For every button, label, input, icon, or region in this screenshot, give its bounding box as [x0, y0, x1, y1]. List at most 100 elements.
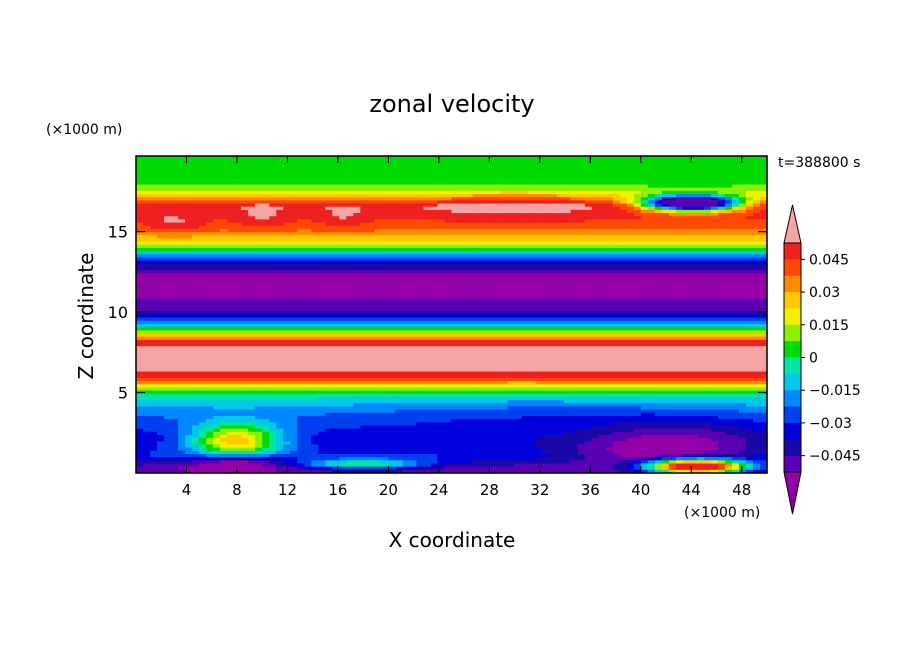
contour-cell [332, 295, 340, 300]
contour-cell [185, 162, 193, 167]
contour-cell [703, 216, 712, 220]
contour-cell [346, 292, 354, 297]
contour-cell [451, 197, 460, 201]
contour-cell [633, 263, 642, 268]
contour-cell [185, 175, 193, 179]
contour-cell [395, 206, 404, 211]
contour-cell [479, 219, 488, 224]
contour-cell [500, 171, 509, 176]
contour-cell [325, 257, 333, 262]
contour-cell [192, 232, 200, 236]
contour-cell [423, 273, 432, 278]
contour-cell [626, 279, 635, 284]
contour-cell [290, 162, 298, 167]
contour-cell [304, 162, 312, 167]
contour-cell [584, 244, 593, 249]
contour-cell [332, 285, 340, 290]
contour-cell [500, 194, 509, 198]
contour-cell [759, 263, 768, 268]
contour-cell [479, 304, 488, 309]
contour-cell [311, 181, 319, 186]
contour-cell [507, 279, 516, 284]
contour-cell [185, 228, 193, 233]
contour-cell [206, 190, 214, 195]
contour-cell [465, 200, 474, 205]
contour-cell [416, 298, 425, 303]
contour-cell [178, 270, 186, 274]
contour-cell [591, 200, 600, 205]
contour-cell [381, 330, 389, 335]
contour-cell [430, 263, 439, 268]
contour-cell [409, 238, 418, 243]
contour-cell [283, 200, 291, 205]
contour-cell [591, 156, 600, 160]
contour-cell [605, 320, 614, 325]
contour-cell [598, 162, 607, 167]
contour-cell [157, 194, 165, 198]
contour-cell [465, 232, 474, 236]
contour-cell [605, 190, 614, 195]
contour-cell [647, 298, 656, 303]
contour-cell [171, 181, 179, 186]
contour-cell [689, 304, 698, 309]
contour-cell [528, 273, 537, 278]
contour-cell [619, 228, 628, 233]
contour-cell [542, 159, 551, 163]
contour-cell [199, 263, 207, 268]
contour-cell [696, 159, 705, 163]
contour-cell [192, 159, 200, 163]
contour-cell [759, 181, 768, 186]
contour-cell [661, 194, 670, 198]
contour-cell [528, 206, 537, 211]
contour-cell [297, 260, 305, 265]
contour-cell [577, 200, 586, 205]
contour-cell [374, 209, 382, 214]
contour-cell [185, 324, 193, 328]
contour-cell [682, 263, 691, 268]
contour-cell [381, 304, 389, 309]
contour-cell [213, 228, 221, 233]
contour-cell [451, 225, 460, 230]
contour-cell [682, 238, 691, 243]
contour-cell [577, 311, 586, 316]
contour-cell [157, 266, 165, 271]
contour-cell [234, 330, 242, 335]
contour-cell [402, 289, 411, 293]
contour-cell [185, 304, 193, 309]
contour-cell [318, 232, 326, 236]
contour-cell [759, 324, 768, 328]
contour-cell [269, 260, 277, 265]
contour-cell [528, 295, 537, 300]
contour-cell [549, 285, 558, 290]
contour-cell [318, 292, 326, 297]
contour-cell [227, 235, 235, 240]
contour-cell [451, 292, 460, 297]
contour-cell [465, 190, 474, 195]
contour-cell [437, 295, 446, 300]
contour-cell [654, 273, 663, 278]
contour-cell [724, 190, 733, 195]
contour-cell [675, 209, 684, 214]
contour-cell [472, 181, 481, 186]
contour-cell [353, 219, 361, 224]
contour-cell [255, 270, 263, 274]
contour-cell [507, 314, 516, 319]
contour-cell [584, 308, 593, 312]
contour-cell [220, 228, 228, 233]
contour-cell [591, 263, 600, 268]
contour-cell [619, 165, 628, 170]
contour-cell [374, 168, 382, 173]
contour-cell [199, 254, 207, 259]
contour-cell [591, 251, 600, 255]
contour-cell [563, 232, 572, 236]
contour-cell [731, 251, 740, 255]
contour-cell [584, 257, 593, 262]
contour-cell [507, 257, 516, 262]
contour-cell [374, 247, 382, 252]
contour-cell [717, 194, 726, 198]
contour-cell [689, 238, 698, 243]
contour-cell [234, 190, 242, 195]
contour-cell [507, 263, 516, 268]
contour-cell [528, 232, 537, 236]
contour-cell [255, 327, 263, 331]
